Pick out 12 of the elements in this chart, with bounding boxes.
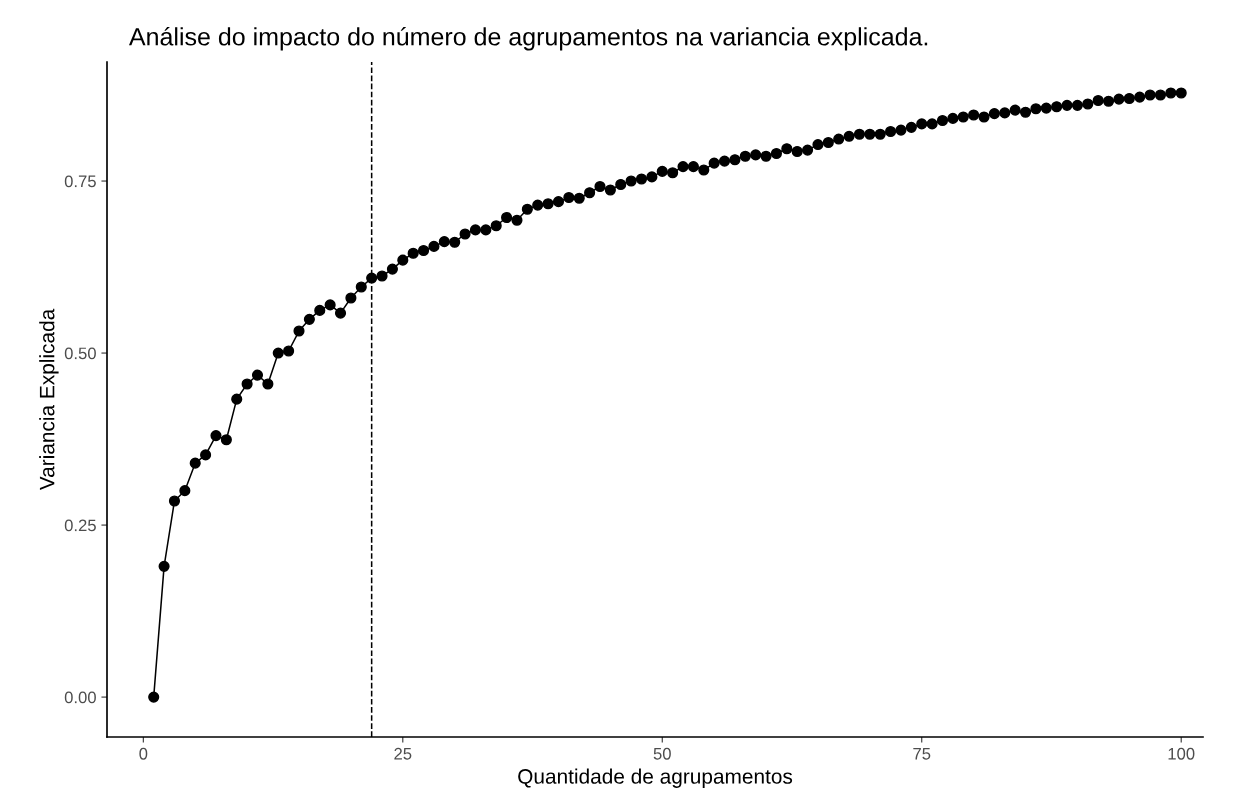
y-tick-label: 0.25 xyxy=(64,519,96,532)
y-tick-label: 0.50 xyxy=(64,347,96,360)
y-tick-label: 0.00 xyxy=(64,691,96,704)
x-tick-label: 25 xyxy=(394,747,412,760)
y-axis-title: Variancia Explicada xyxy=(39,308,59,491)
x-tick-label: 75 xyxy=(913,748,931,760)
y-tick-label: 0.75 xyxy=(64,175,96,188)
chart-title: Análise do impacto do número de agrupamentos na variancia explicada. xyxy=(128,26,928,51)
x-tick-label: 100 xyxy=(1168,747,1195,760)
x-tick-label: 0 xyxy=(139,747,148,760)
x-axis-title: Quantidade de agrupamentos xyxy=(518,768,793,788)
x-tick-label: 50 xyxy=(653,747,671,760)
